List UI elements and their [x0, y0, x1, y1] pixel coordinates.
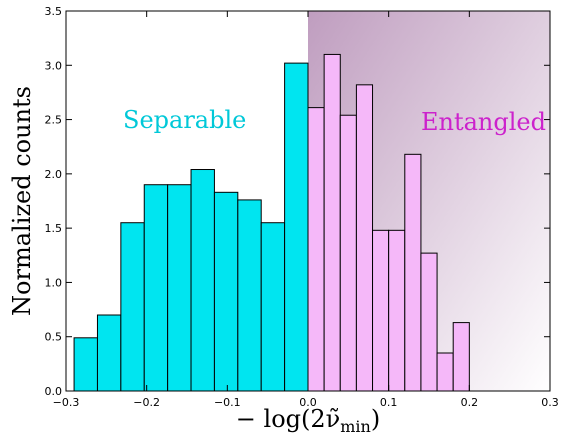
separable-bar	[260, 222, 286, 392]
separable-bar	[190, 169, 215, 392]
entangled-bar	[404, 153, 422, 392]
histogram-bars	[73, 53, 470, 392]
separable-bar	[237, 199, 262, 392]
entangled-annotation: Entangled	[421, 108, 546, 136]
separable-annotation: Separable	[123, 106, 246, 134]
separable-bar	[167, 184, 192, 392]
separable-bar	[96, 314, 122, 392]
y-tick-label: 0.5	[45, 331, 63, 344]
entangled-bar	[339, 114, 357, 392]
y-tick-label: 3.5	[45, 5, 63, 18]
axis-ticks: −0.3 −0.2 −0.1 0.0 0.1 0.2 0.3 0.0 0.5 1.0 1.5 2.0 2…	[45, 5, 559, 409]
entangled-bar	[323, 53, 341, 392]
x-tick-label: 0.0	[299, 396, 317, 409]
separable-bar	[73, 337, 98, 392]
x-axis-label-main: − log(2ν̃	[236, 405, 340, 433]
x-axis-label: − log(2ν̃min)	[236, 405, 380, 436]
y-tick-label: 2.5	[45, 114, 63, 127]
entangled-bar	[355, 84, 374, 392]
y-tick-label: 2.0	[45, 168, 63, 181]
entangled-bar	[436, 352, 454, 392]
entangled-bar	[452, 322, 470, 392]
separable-bar	[120, 222, 145, 392]
x-tick-label: 0.3	[541, 396, 559, 409]
separable-bar	[284, 62, 309, 392]
x-tick-label: −0.3	[53, 396, 80, 409]
entangled-bar	[307, 107, 325, 392]
y-tick-label: 1.0	[45, 276, 63, 289]
x-tick-label: 0.2	[461, 396, 479, 409]
separable-bar	[143, 184, 169, 392]
y-axis-label: Normalized counts	[8, 86, 36, 316]
entangled-bar	[388, 229, 406, 392]
entangled-bar	[420, 252, 438, 392]
entangled-bar	[372, 229, 390, 392]
separable-bar	[213, 191, 239, 392]
x-axis-label-subscript: min	[340, 417, 371, 436]
x-tick-label: −0.1	[214, 396, 241, 409]
x-tick-label: 0.1	[380, 396, 398, 409]
y-tick-label: 1.5	[45, 222, 63, 235]
y-tick-label: 3.0	[45, 59, 63, 72]
y-tick-label: 0.0	[45, 385, 63, 398]
x-tick-label: −0.2	[133, 396, 160, 409]
x-axis-label-close: )	[371, 405, 380, 433]
